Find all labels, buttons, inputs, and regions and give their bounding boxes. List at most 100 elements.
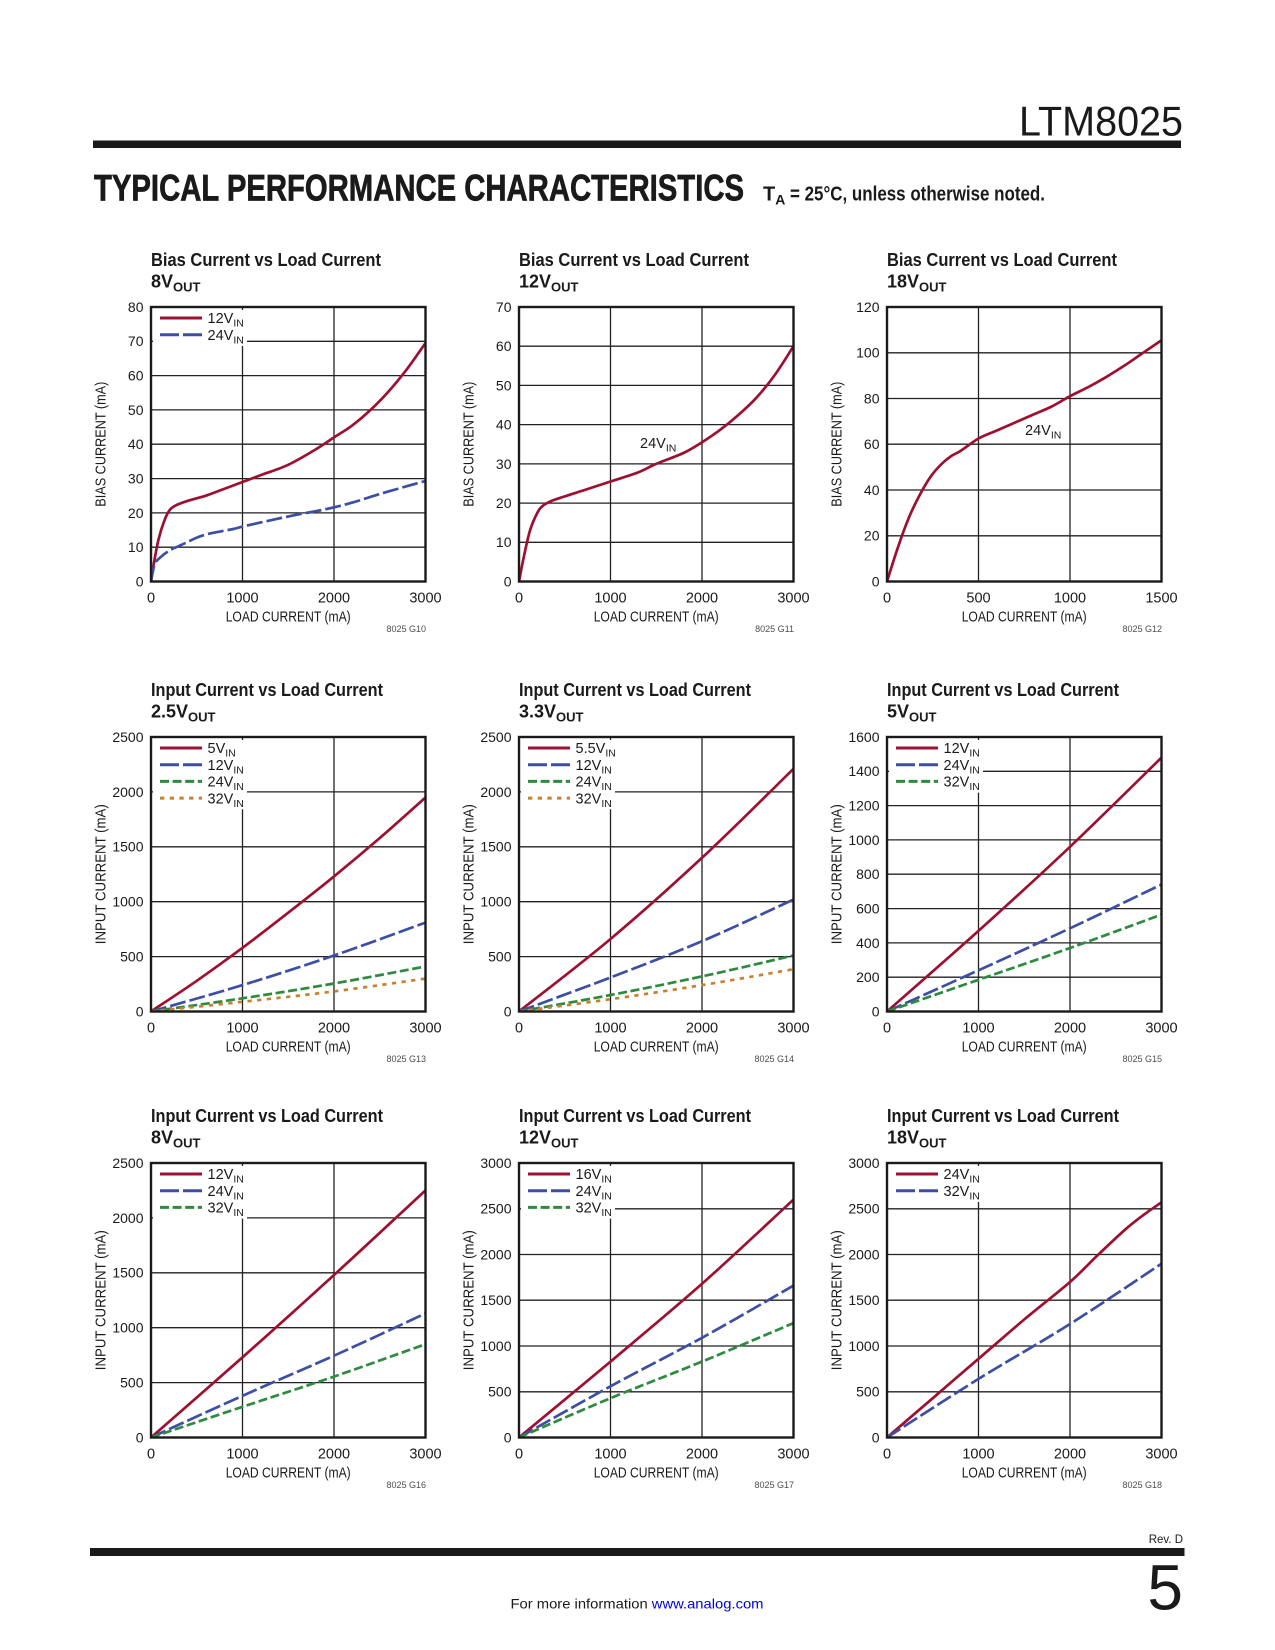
svg-text:0: 0 [136,1003,144,1019]
svg-text:24VIN: 24VIN [640,436,676,455]
svg-text:3000: 3000 [480,1155,511,1171]
svg-text:0: 0 [147,1447,155,1463]
svg-text:0: 0 [136,573,144,589]
svg-text:1000: 1000 [226,591,258,607]
svg-text:8025 G18: 8025 G18 [1122,1480,1162,1490]
svg-text:40: 40 [496,417,512,433]
svg-text:1000: 1000 [848,832,879,848]
svg-text:BIAS CURRENT (mA): BIAS CURRENT (mA) [93,382,110,507]
svg-text:1000: 1000 [226,1021,258,1037]
svg-text:2500: 2500 [848,1201,879,1217]
svg-text:2000: 2000 [480,1246,511,1262]
svg-text:LOAD CURRENT (mA): LOAD CURRENT (mA) [962,1465,1087,1482]
svg-text:Bias Current vs Load Current: Bias Current vs Load Current [887,250,1117,270]
svg-text:0: 0 [515,591,523,607]
svg-text:70: 70 [128,333,144,349]
svg-text:8025 G14: 8025 G14 [754,1054,794,1064]
svg-text:10: 10 [496,534,512,550]
svg-text:1200: 1200 [848,798,879,814]
svg-text:100: 100 [856,345,880,361]
svg-text:LOAD CURRENT (mA): LOAD CURRENT (mA) [962,609,1087,626]
svg-text:500: 500 [120,949,144,965]
svg-text:Input Current vs Load Current: Input Current vs Load Current [151,680,383,700]
svg-text:8025 G12: 8025 G12 [1122,624,1162,634]
svg-text:1000: 1000 [480,1338,511,1354]
svg-text:INPUT CURRENT (mA): INPUT CURRENT (mA) [829,1230,846,1370]
svg-text:1500: 1500 [480,1292,511,1308]
svg-text:2000: 2000 [686,1447,718,1463]
svg-text:0: 0 [136,1429,144,1445]
svg-text:0: 0 [872,573,880,589]
svg-text:60: 60 [864,436,880,452]
svg-text:3000: 3000 [409,591,441,607]
svg-text:3000: 3000 [1145,1021,1177,1037]
svg-text:2000: 2000 [318,591,350,607]
svg-text:8VOUT: 8VOUT [151,1128,201,1151]
svg-text:1600: 1600 [848,729,879,745]
svg-text:Bias Current vs Load Current: Bias Current vs Load Current [151,250,381,270]
svg-text:10: 10 [128,539,144,555]
svg-text:20: 20 [864,528,880,544]
svg-text:0: 0 [872,1003,880,1019]
svg-text:2000: 2000 [1054,1447,1086,1463]
svg-text:3000: 3000 [777,591,809,607]
svg-text:12VOUT: 12VOUT [519,1128,579,1151]
svg-text:Input Current vs Load Current: Input Current vs Load Current [519,680,751,700]
svg-text:8025 G15: 8025 G15 [1122,1054,1162,1064]
svg-text:BIAS CURRENT (mA): BIAS CURRENT (mA) [829,382,846,507]
svg-text:1000: 1000 [480,894,511,910]
svg-text:1000: 1000 [594,1447,626,1463]
svg-text:LOAD CURRENT (mA): LOAD CURRENT (mA) [594,1039,719,1056]
svg-text:2.5VOUT: 2.5VOUT [151,702,216,725]
svg-text:1000: 1000 [962,1447,994,1463]
svg-text:12VOUT: 12VOUT [519,272,579,295]
svg-text:3000: 3000 [409,1021,441,1037]
svg-text:2500: 2500 [112,729,143,745]
svg-text:8025 G13: 8025 G13 [386,1054,426,1064]
svg-text:2500: 2500 [480,1201,511,1217]
svg-text:2500: 2500 [480,729,511,745]
svg-text:LOAD CURRENT (mA): LOAD CURRENT (mA) [594,609,719,626]
svg-text:3.3VOUT: 3.3VOUT [519,702,584,725]
svg-text:500: 500 [966,591,990,607]
svg-text:500: 500 [488,949,512,965]
svg-text:8025 G11: 8025 G11 [755,624,794,634]
svg-text:60: 60 [496,338,512,354]
svg-text:INPUT CURRENT (mA): INPUT CURRENT (mA) [461,1230,478,1370]
svg-text:Rev. D: Rev. D [1149,1534,1183,1546]
svg-text:1000: 1000 [594,1021,626,1037]
svg-text:20: 20 [128,505,144,521]
svg-text:For more information www.analo: For more information www.analog.com [511,1596,764,1612]
svg-text:500: 500 [856,1384,880,1400]
svg-text:30: 30 [496,456,512,472]
svg-text:1000: 1000 [594,591,626,607]
svg-text:2000: 2000 [686,591,718,607]
svg-text:8025 G10: 8025 G10 [386,624,426,634]
svg-text:0: 0 [504,573,512,589]
svg-text:20: 20 [496,495,512,511]
svg-text:LOAD CURRENT (mA): LOAD CURRENT (mA) [594,1465,719,1482]
svg-text:1400: 1400 [848,763,879,779]
svg-text:1500: 1500 [1145,591,1177,607]
svg-text:Input Current vs Load Current: Input Current vs Load Current [519,1106,751,1126]
svg-text:3000: 3000 [848,1155,879,1171]
svg-text:1000: 1000 [848,1338,879,1354]
svg-text:INPUT CURRENT (mA): INPUT CURRENT (mA) [93,1230,110,1370]
svg-text:2000: 2000 [686,1021,718,1037]
svg-text:30: 30 [128,471,144,487]
svg-text:2000: 2000 [112,1210,143,1226]
svg-text:0: 0 [515,1021,523,1037]
svg-text:5: 5 [1147,1552,1183,1624]
svg-text:40: 40 [128,436,144,452]
svg-text:400: 400 [856,935,880,951]
svg-text:INPUT CURRENT (mA): INPUT CURRENT (mA) [93,804,110,944]
svg-text:0: 0 [883,1447,891,1463]
svg-text:1500: 1500 [848,1292,879,1308]
svg-text:1500: 1500 [112,839,143,855]
svg-text:3000: 3000 [777,1021,809,1037]
svg-text:2500: 2500 [112,1155,143,1171]
svg-text:0: 0 [147,591,155,607]
svg-text:LOAD CURRENT (mA): LOAD CURRENT (mA) [962,1039,1087,1056]
svg-text:TYPICAL PERFORMANCE CHARACTERI: TYPICAL PERFORMANCE CHARACTERISTICS [94,167,744,209]
svg-text:5VOUT: 5VOUT [887,702,937,725]
